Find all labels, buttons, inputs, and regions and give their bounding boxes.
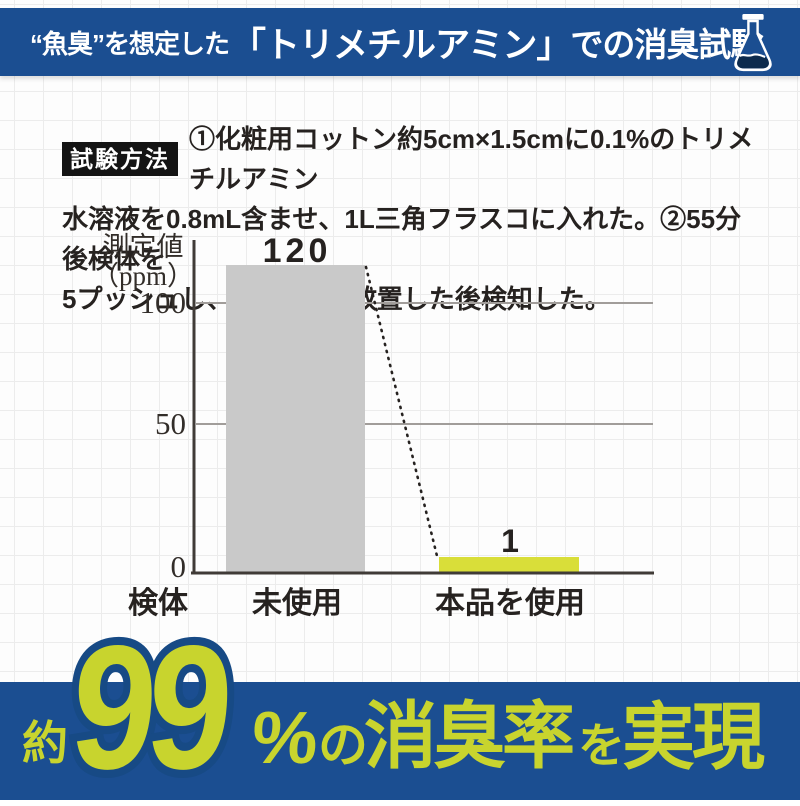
banner-word-deodorization-rate: 消臭率 — [364, 696, 575, 777]
test-method-text2: 水溶液を0.8mL含ませ、1L三角フラスコに入れた。②55分後検体を — [62, 204, 742, 274]
flask-icon — [734, 13, 772, 72]
test-method-badge: 試験方法 — [62, 142, 178, 176]
ytick-50: 50 — [155, 406, 186, 441]
x-axis-title: 検体 — [128, 587, 189, 620]
header-title-small: “魚臭”を想定した — [30, 28, 230, 59]
result-banner: 約 99 99 % の 消臭率 を 実現 — [0, 602, 800, 806]
banner-big-number: 99 — [65, 609, 231, 806]
bar-product-used — [439, 557, 579, 573]
header-title-rest: での消臭試験 — [570, 26, 763, 63]
y-axis-label-line1: 測定値 — [103, 232, 184, 262]
banner-percent-sign: % — [249, 696, 321, 779]
value-label-120: 120 — [263, 232, 332, 270]
category-unused: 未使用 — [252, 587, 342, 620]
test-method-text1: ①化粧用コットン約5cm×1.5cmに0.1%のトリメチルアミン — [189, 124, 754, 194]
banner-particle-no: の — [318, 717, 368, 773]
banner-particle-wo: を — [578, 719, 625, 772]
header-banner: “魚臭”を想定した 「トリメチルアミン」 での消臭試験 — [0, 8, 800, 76]
drop-dotted-line — [364, 265, 439, 558]
banner-word-achieved: 実現 — [622, 697, 765, 778]
bar-chart: 測定値 （ppm） 100 50 0 120 1 検体 未使用 本品を使用 — [92, 232, 654, 620]
ytick-0: 0 — [171, 549, 187, 584]
header-title-bracket: 「トリメチルアミン」 — [231, 25, 571, 65]
category-product-used: 本品を使用 — [435, 587, 585, 620]
banner-prefix-approx: 約 — [22, 717, 68, 769]
test-method-line1: 試験方法 ①化粧用コットン約5cm×1.5cmに0.1%のトリメチルアミン — [62, 119, 762, 199]
y-axis-label-line2: （ppm） — [92, 261, 194, 291]
bar-unused — [226, 265, 365, 573]
ytick-100: 100 — [140, 285, 187, 320]
value-label-1: 1 — [501, 523, 519, 559]
header-title: “魚臭”を想定した 「トリメチルアミン」 での消臭試験 — [30, 8, 763, 76]
